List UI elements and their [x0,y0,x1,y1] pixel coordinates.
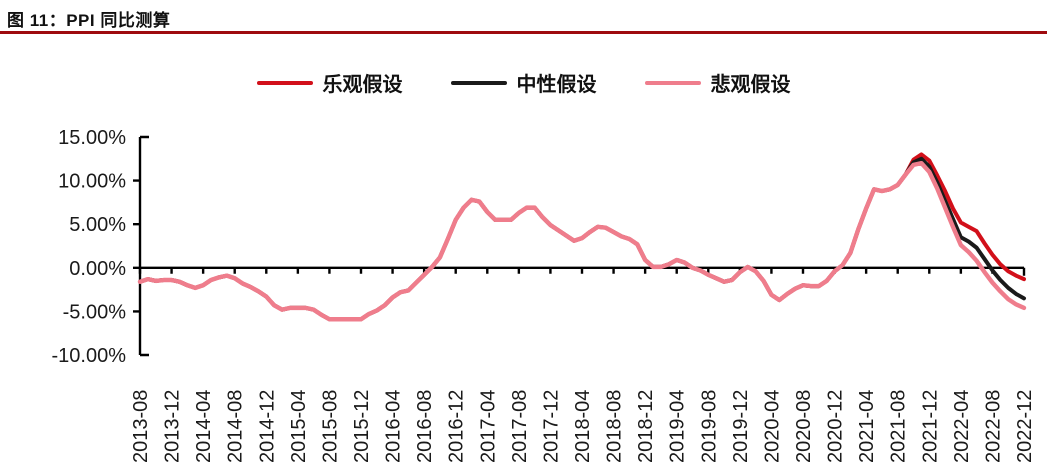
y-tick-label: -10.00% [52,345,127,367]
x-tick-label: 2022-04 [951,390,973,463]
x-tick-label: 2017-04 [477,390,499,463]
x-tick-label: 2020-04 [761,390,783,463]
x-tick-label: 2017-12 [540,390,562,463]
x-tick-label: 2013-12 [162,390,184,463]
legend-item: 乐观假设 [256,68,403,97]
legend-line-swatch [450,80,507,85]
title-underline [0,31,1047,34]
legend-label: 悲观假设 [710,74,791,96]
x-tick-label: 2014-08 [225,390,247,463]
x-tick-label: 2018-04 [572,390,594,463]
y-tick-label: 0.00% [69,258,126,280]
chart-legend: 乐观假设 中性假设 悲观假设 [0,68,1047,97]
x-tick-label: 2018-08 [604,390,626,463]
x-tick-label: 2021-12 [919,390,941,463]
y-axis [133,135,149,357]
x-tick-label: 2022-12 [1014,390,1036,463]
legend-label: 中性假设 [516,74,597,96]
x-tick-label: 2015-04 [288,390,310,463]
series-line-悲观假设 [137,160,1027,322]
x-tick-label: 2018-12 [635,390,657,463]
x-tick-label: 2014-04 [193,390,215,463]
x-tick-label: 2019-04 [667,390,689,463]
legend-line-swatch [256,80,313,85]
x-tick-label: 2015-08 [319,390,341,463]
x-tick-label: 2013-08 [130,390,152,463]
x-tick-label: 2016-08 [414,390,436,463]
x-tick-label: 2017-08 [509,390,531,463]
y-tick-label: 5.00% [69,214,126,236]
x-tick-label: 2022-08 [982,390,1004,463]
legend-line-swatch [644,80,701,85]
legend-item: 悲观假设 [644,68,791,97]
x-tick-label: 2019-08 [698,390,720,463]
x-tick-label: 2020-08 [793,390,815,463]
x-tick-label: 2020-12 [825,390,847,463]
legend-item: 中性假设 [450,68,597,97]
legend-label: 乐观假设 [322,74,403,96]
x-tick-label: 2021-04 [856,390,878,463]
x-axis [138,266,1026,276]
x-tick-label: 2014-12 [256,390,278,463]
x-tick-label: 2016-12 [446,390,468,463]
x-tick-label: 2015-12 [351,390,373,463]
x-tick-label: 2016-04 [383,390,405,463]
x-tick-label: 2021-08 [888,390,910,463]
y-tick-label: 15.00% [58,127,126,149]
y-tick-label: -5.00% [63,301,127,323]
figure-title: 图 11：PPI 同比测算 [7,11,171,30]
y-tick-label: 10.00% [58,171,126,193]
x-tick-label: 2019-12 [730,390,752,463]
